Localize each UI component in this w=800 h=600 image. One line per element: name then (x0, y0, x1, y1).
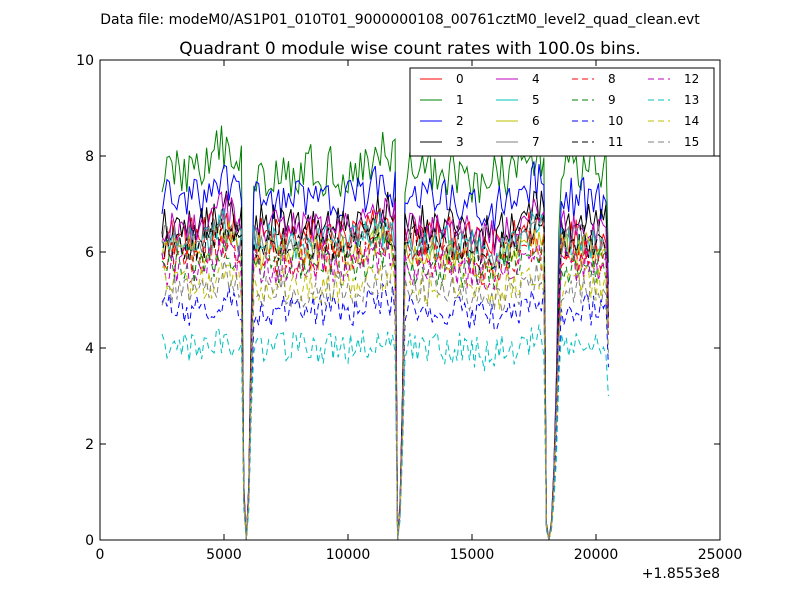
legend-label-13: 13 (684, 93, 699, 107)
series-line-10 (161, 282, 609, 540)
x-tick-label: 25000 (698, 547, 743, 563)
legend-label-2: 2 (456, 114, 464, 128)
series-line-15 (161, 260, 609, 540)
x-axis: 0 5000 10000 15000 20000 25000 (96, 60, 743, 563)
legend-label-10: 10 (608, 114, 623, 128)
series-line-11 (161, 211, 609, 540)
legend-label-11: 11 (608, 135, 623, 149)
y-tick-label: 0 (85, 533, 94, 549)
y-tick-label: 4 (85, 341, 94, 357)
legend-label-9: 9 (608, 93, 616, 107)
legend-box (409, 67, 715, 157)
y-tick-label: 6 (85, 245, 94, 261)
legend-label-6: 6 (532, 114, 540, 128)
figure-suptitle: Data file: modeM0/AS1P01_010T01_90000001… (100, 12, 700, 28)
legend-label-4: 4 (532, 72, 540, 86)
series-line-2 (161, 161, 609, 540)
series-line-8 (161, 226, 609, 540)
legend-label-3: 3 (456, 135, 464, 149)
x-tick-label: 20000 (574, 547, 619, 563)
legend-label-14: 14 (684, 114, 699, 128)
legend-label-5: 5 (532, 93, 540, 107)
x-offset-label: +1.8553e8 (642, 566, 720, 582)
legend-label-0: 0 (456, 72, 464, 86)
x-tick-label: 0 (96, 547, 105, 563)
y-tick-label: 8 (85, 149, 94, 165)
chart-title: Quadrant 0 module wise count rates with … (179, 39, 640, 59)
series-line-7 (161, 209, 609, 540)
x-tick-label: 10000 (326, 547, 371, 563)
legend-label-12: 12 (684, 72, 699, 86)
series-line-1 (161, 125, 609, 540)
plot-frame (99, 59, 721, 541)
x-tick-label: 5000 (206, 547, 242, 563)
legend-label-8: 8 (608, 72, 616, 86)
series-line-13 (161, 324, 609, 540)
legend-label-7: 7 (532, 135, 540, 149)
x-tick-label: 15000 (450, 547, 495, 563)
legend-label-15: 15 (684, 135, 699, 149)
series-line-4 (161, 191, 609, 540)
y-tick-label: 10 (76, 53, 94, 69)
series-line-9 (161, 234, 609, 540)
legend-label-1: 1 (456, 93, 464, 107)
series-line-14 (161, 256, 609, 540)
y-tick-label: 2 (85, 437, 94, 453)
series-layer (161, 125, 609, 540)
